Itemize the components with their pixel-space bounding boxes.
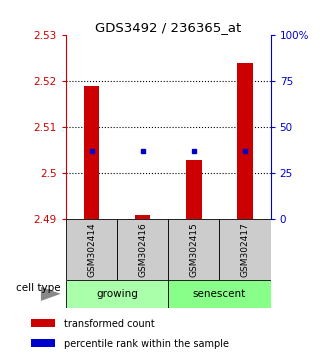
Text: GSM302416: GSM302416 — [138, 222, 147, 277]
Bar — [219, 219, 271, 280]
Text: growing: growing — [96, 289, 138, 299]
Bar — [186, 160, 202, 219]
Bar — [135, 215, 150, 219]
Text: percentile rank within the sample: percentile rank within the sample — [64, 339, 229, 349]
Text: transformed count: transformed count — [64, 319, 155, 329]
Bar — [168, 219, 219, 280]
Bar — [31, 339, 55, 347]
Bar — [31, 319, 55, 327]
Polygon shape — [41, 287, 61, 301]
Text: GSM302417: GSM302417 — [241, 222, 249, 277]
Title: GDS3492 / 236365_at: GDS3492 / 236365_at — [95, 21, 242, 34]
Text: GSM302415: GSM302415 — [189, 222, 198, 277]
Bar — [66, 280, 168, 308]
Bar — [168, 280, 271, 308]
Text: cell type: cell type — [16, 282, 61, 293]
Bar — [66, 219, 117, 280]
Text: senescent: senescent — [193, 289, 246, 299]
Bar — [117, 219, 168, 280]
Text: GSM302414: GSM302414 — [87, 222, 96, 277]
Bar — [237, 63, 253, 219]
Bar — [84, 86, 99, 219]
